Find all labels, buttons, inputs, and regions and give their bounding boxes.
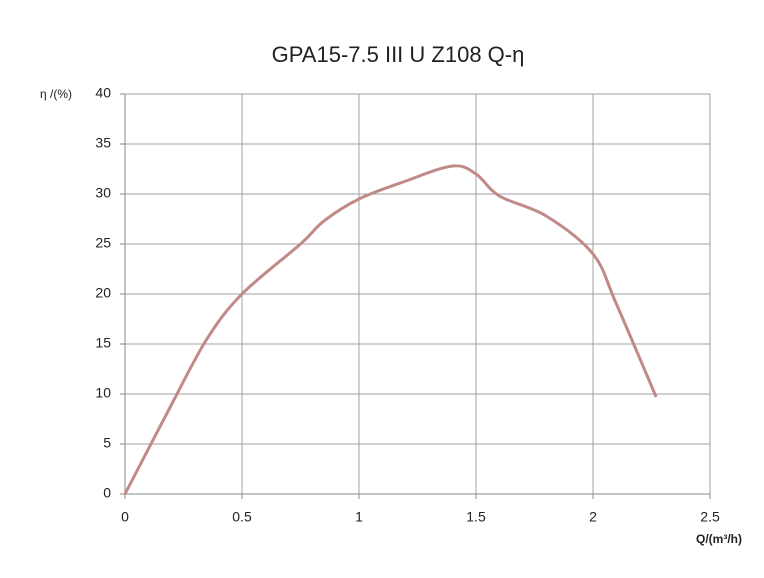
data-line <box>123 164 658 495</box>
y-tick-label: 40 <box>95 85 111 101</box>
y-tick-label: 15 <box>95 335 111 351</box>
y-tick-label: 35 <box>95 135 111 151</box>
y-tick-label: 30 <box>95 185 111 201</box>
y-tick-label: 25 <box>95 235 111 251</box>
y-tick-label: 20 <box>95 285 111 301</box>
x-tick-label: 1.5 <box>466 509 486 525</box>
y-axis-label: η /(%) <box>40 87 72 101</box>
x-tick-label: 2 <box>589 509 597 525</box>
y-tick-label: 5 <box>103 435 111 451</box>
x-tick-label: 0.5 <box>232 509 252 525</box>
chart-title: GPA15-7.5 III U Z108 Q-η <box>272 42 525 67</box>
x-axis-label: Q/(m³/h) <box>696 532 742 546</box>
x-tick-label: 2.5 <box>700 509 720 525</box>
x-tick-label: 1 <box>355 509 363 525</box>
y-tick-label: 10 <box>95 385 111 401</box>
y-tick-label: 0 <box>103 485 111 501</box>
x-tick-label: 0 <box>121 509 129 525</box>
